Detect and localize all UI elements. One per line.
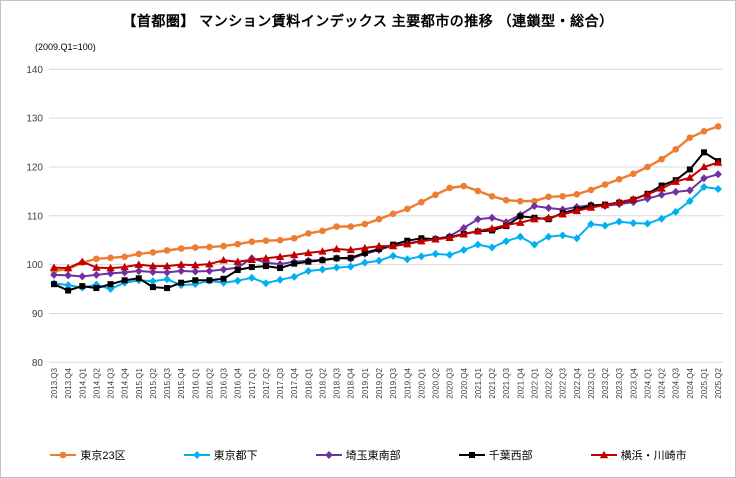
x-axis-tick-label: 2021.Q1 bbox=[474, 367, 483, 398]
x-axis-tick-label: 2024.Q3 bbox=[672, 367, 681, 398]
y-axis-tick-label: 80 bbox=[32, 358, 44, 369]
square-marker-swatch bbox=[458, 452, 485, 458]
x-axis-tick-label: 2016.Q2 bbox=[205, 367, 214, 398]
x-axis-tick-label: 2024.Q1 bbox=[643, 367, 652, 398]
chart-title: 【首都圏】 マンション賃料インデックス 主要都市の推移 （連鎖型・総合） bbox=[122, 13, 614, 29]
x-axis-tick-label: 2023.Q4 bbox=[629, 367, 638, 398]
diamond-marker-swatch bbox=[315, 451, 342, 459]
x-axis-tick-label: 2019.Q1 bbox=[361, 367, 370, 398]
series-0 bbox=[50, 123, 722, 275]
chart-legend: 東京23区 東京都下 埼玉東南部 千葉西部 横浜・川崎市 bbox=[1, 447, 735, 463]
x-axis-tick-label: 2017.Q2 bbox=[262, 367, 271, 398]
x-axis-tick-label: 2022.Q2 bbox=[545, 367, 554, 398]
x-axis-tick-label: 2022.Q4 bbox=[573, 367, 582, 398]
x-axis-tick-label: 2024.Q4 bbox=[686, 367, 695, 398]
legend-label: 埼玉東南部 bbox=[345, 450, 401, 462]
circle-marker-swatch bbox=[50, 451, 77, 459]
y-axis-tick-label: 130 bbox=[26, 114, 43, 125]
x-axis-tick-label: 2015.Q3 bbox=[163, 367, 172, 398]
x-axis-tick-label: 2019.Q3 bbox=[389, 367, 398, 398]
x-axis-tick-label: 2014.Q2 bbox=[92, 367, 101, 398]
y-axis-tick-label: 100 bbox=[26, 260, 43, 271]
x-axis-tick-label: 2021.Q2 bbox=[488, 367, 497, 398]
x-axis-tick-label: 2015.Q2 bbox=[149, 367, 158, 398]
x-axis-tick-label: 2013.Q3 bbox=[50, 367, 59, 398]
x-axis-tick-label: 2021.Q3 bbox=[502, 367, 511, 398]
x-axis-tick-label: 2014.Q3 bbox=[107, 367, 116, 398]
legend-item-2: 埼玉東南部 bbox=[315, 447, 401, 463]
y-axis-tick-label: 110 bbox=[27, 211, 43, 222]
legend-item-3: 千葉西部 bbox=[458, 447, 533, 463]
x-axis-tick-label: 2020.Q1 bbox=[417, 367, 426, 398]
chart-subtitle: (2009.Q1=100) bbox=[35, 42, 96, 52]
x-axis-tick-label: 2014.Q4 bbox=[121, 367, 130, 398]
x-axis-tick-label: 2023.Q3 bbox=[615, 367, 624, 398]
x-axis-tick-label: 2018.Q2 bbox=[318, 367, 327, 398]
legend-item-4: 横浜・川崎市 bbox=[590, 447, 687, 463]
x-axis-tick-label: 2025.Q1 bbox=[700, 367, 709, 398]
x-axis-tick-label: 2015.Q4 bbox=[177, 367, 186, 398]
x-axis-tick-label: 2016.Q1 bbox=[191, 367, 200, 398]
x-axis-tick-label: 2025.Q2 bbox=[714, 367, 723, 398]
x-axis-tick-label: 2021.Q4 bbox=[516, 367, 525, 398]
x-axis-tick-label: 2019.Q4 bbox=[403, 367, 412, 398]
x-axis-tick-label: 2022.Q1 bbox=[530, 367, 539, 398]
series-4 bbox=[49, 158, 723, 272]
x-axis-tick-label: 2018.Q3 bbox=[333, 367, 342, 398]
legend-item-1: 東京都下 bbox=[183, 447, 258, 463]
x-axis-tick-label: 2017.Q1 bbox=[248, 367, 257, 398]
x-axis-tick-label: 2019.Q2 bbox=[375, 367, 384, 398]
legend-label: 東京都下 bbox=[213, 450, 258, 462]
x-axis-tick-label: 2020.Q2 bbox=[432, 367, 441, 398]
legend-label: 横浜・川崎市 bbox=[620, 450, 687, 462]
y-axis-tick-label: 140 bbox=[26, 65, 43, 76]
y-axis-tick-label: 120 bbox=[26, 162, 43, 173]
legend-label: 千葉西部 bbox=[488, 450, 533, 462]
gridlines: 80 90 100 110 120 130 140 bbox=[26, 65, 723, 369]
x-axis-tick-label: 2015.Q1 bbox=[135, 367, 144, 398]
series-1 bbox=[50, 182, 722, 294]
triangle-marker-swatch bbox=[590, 450, 617, 459]
x-axis-tick-label: 2023.Q1 bbox=[587, 367, 596, 398]
x-axis-tick-label: 2018.Q4 bbox=[347, 367, 356, 398]
x-axis-tick-label: 2013.Q4 bbox=[64, 367, 73, 398]
x-axis-tick-label: 2016.Q4 bbox=[234, 367, 243, 398]
x-axis-tick-label: 2014.Q1 bbox=[78, 367, 87, 398]
y-axis-tick-label: 90 bbox=[32, 309, 44, 320]
legend-label: 東京23区 bbox=[80, 450, 126, 462]
x-axis-tick-label: 2018.Q1 bbox=[304, 367, 313, 398]
legend-item-0: 東京23区 bbox=[49, 447, 126, 463]
x-axis-tick-label: 2024.Q2 bbox=[658, 367, 667, 398]
x-axis-tick-label: 2017.Q3 bbox=[276, 367, 285, 398]
x-axis-labels: 2013.Q3 2013.Q4 2014.Q1 2014.Q2 2014.Q3 2014.… bbox=[50, 367, 723, 398]
x-axis-tick-label: 2023.Q2 bbox=[601, 367, 610, 398]
x-axis-tick-label: 2017.Q4 bbox=[290, 367, 299, 398]
x-axis-tick-label: 2020.Q3 bbox=[446, 367, 455, 398]
x-axis-tick-label: 2016.Q3 bbox=[220, 367, 229, 398]
series-2 bbox=[50, 170, 722, 281]
diamond-marker-swatch bbox=[183, 451, 210, 459]
x-axis-tick-label: 2022.Q3 bbox=[559, 367, 568, 398]
x-axis-tick-label: 2020.Q4 bbox=[460, 367, 469, 398]
